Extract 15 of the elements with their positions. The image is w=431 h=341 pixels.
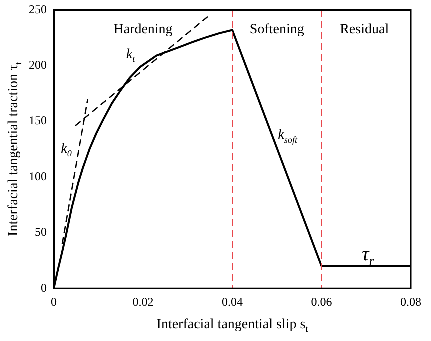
y-axis-title: Interfacial tangential traction τt [6, 62, 24, 236]
y-tick-label: 200 [29, 58, 47, 72]
x-tick-label: 0.06 [311, 294, 332, 309]
annotation: Softening [250, 22, 304, 38]
annotation: Hardening [114, 22, 173, 38]
y-tick-label: 0 [41, 280, 47, 295]
x-tick-label: 0.02 [132, 294, 154, 309]
y-tick-label: 50 [35, 225, 47, 240]
annotation: Residual [340, 22, 390, 38]
x-tick-label: 0.04 [222, 294, 243, 309]
x-tick-label: 0.08 [400, 294, 422, 309]
y-tick-label: 150 [29, 114, 47, 128]
x-tick-label: 0 [51, 294, 57, 309]
y-tick-label: 250 [29, 2, 47, 16]
y-tick-label: 100 [29, 169, 47, 184]
